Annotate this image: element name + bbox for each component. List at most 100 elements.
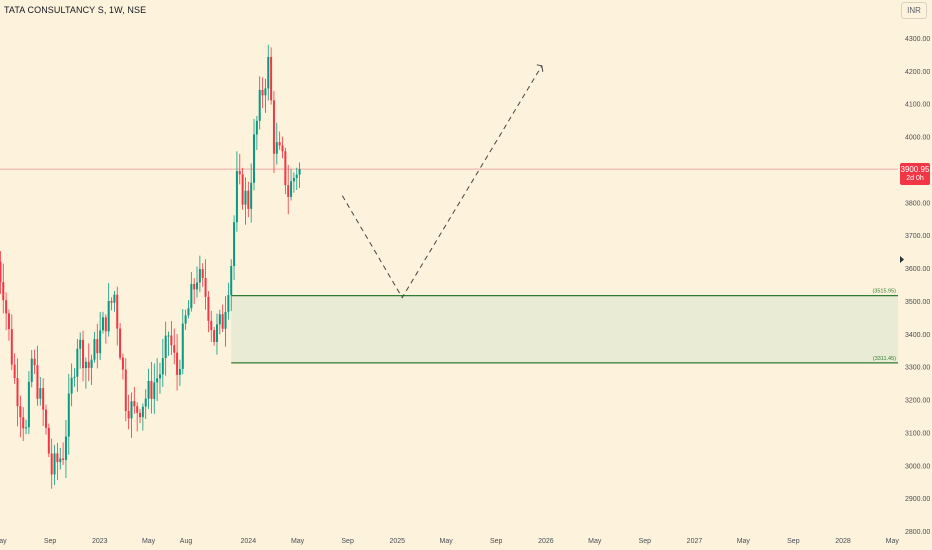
candle-body (136, 406, 139, 413)
candle-body (278, 142, 281, 146)
candle-body (258, 89, 261, 121)
candle-body (153, 382, 156, 399)
candle-body (70, 377, 73, 394)
candle-body (84, 361, 87, 369)
price-tick-label: 3100.00 (905, 430, 930, 437)
candle-body (27, 381, 30, 428)
candle-body (2, 282, 5, 301)
candle-body (272, 100, 275, 154)
candle-body (0, 261, 2, 283)
time-tick-label: 2027 (687, 538, 703, 545)
candle-body (44, 409, 47, 428)
candle-body (147, 380, 150, 399)
candle-body (295, 174, 298, 178)
time-tick-label: 2023 (92, 538, 108, 545)
candle-body (270, 56, 273, 101)
scroll-to-realtime-icon (900, 256, 904, 263)
time-axis: May Sep 2023 May Aug 2024 May Sep 2025 May Sep 2026… (0, 538, 899, 545)
candle-body (76, 348, 79, 377)
candle-body (64, 436, 67, 460)
candle-body (30, 358, 33, 382)
candle-body (221, 314, 224, 329)
candle-body (238, 171, 241, 175)
candle-body (53, 453, 56, 475)
candle-body (90, 359, 93, 368)
price-tick-label: 2800.00 (905, 529, 930, 536)
candle-body (264, 88, 267, 96)
time-tick-label: May (291, 538, 305, 545)
candle-body (233, 222, 236, 267)
candle-body (230, 266, 233, 296)
time-tick-label: Sep (44, 538, 57, 545)
candle-body (87, 361, 90, 368)
price-tick-label: 3800.00 (905, 200, 930, 207)
price-tick-label: 3400.00 (905, 332, 930, 339)
price-tick-label: 3200.00 (905, 398, 930, 405)
time-tick-label: May (588, 538, 602, 545)
candle-body (281, 145, 284, 152)
candle-body (244, 190, 247, 205)
candle-body (116, 294, 119, 329)
candle-body (158, 374, 161, 379)
demand-zone-top-label: (3515.95) (872, 289, 896, 295)
projection-arrowhead (536, 64, 544, 72)
time-tick-label: May (737, 538, 751, 545)
candle-body (287, 185, 290, 197)
candle-body (201, 269, 204, 278)
price-tick-label: 4000.00 (905, 135, 930, 142)
candle-body (255, 120, 258, 135)
candle-body (253, 134, 256, 183)
candle-body (198, 269, 201, 283)
candle-body (292, 177, 295, 182)
candle-body (47, 427, 50, 454)
time-tick-label: May (886, 538, 900, 545)
candle-body (275, 142, 278, 154)
candle-body (62, 458, 65, 460)
candle-body (156, 378, 159, 383)
candle-body (93, 339, 96, 360)
candle-body (250, 182, 253, 209)
candle-body (227, 295, 230, 312)
candle-body (33, 358, 36, 366)
time-tick-label: 2026 (538, 538, 554, 545)
time-tick-label: Sep (787, 538, 800, 545)
symbol-title: TATA CONSULTANCY S, 1W, NSE (4, 5, 147, 15)
time-tick-label: Sep (490, 538, 503, 545)
candle-body (99, 330, 102, 354)
bar-countdown: 2d 0h (906, 175, 924, 182)
last-price-value: 3900.95 (900, 165, 930, 174)
candle-body (25, 427, 28, 429)
candle-body (130, 401, 133, 419)
candle-body (133, 401, 136, 407)
candle-body (42, 388, 45, 410)
candle-body (241, 174, 244, 205)
candle-body (82, 339, 85, 369)
candle-body (184, 315, 187, 324)
candle-body (5, 300, 8, 314)
price-tick-label: 3700.00 (905, 233, 930, 240)
candle-body (235, 171, 238, 223)
candle-body (247, 190, 250, 209)
candle-body (67, 393, 70, 437)
candle-body (50, 453, 53, 475)
candle-body (39, 388, 42, 399)
time-tick-label: May (0, 538, 7, 545)
price-tick-label: 2900.00 (905, 496, 930, 503)
price-axis: 2800.00 2900.00 3000.00 3100.00 3200.00 3300.… (905, 36, 930, 536)
currency-selector-button[interactable]: INR (901, 2, 927, 19)
candle-body (190, 283, 193, 309)
candle-body (284, 151, 287, 186)
candle-body (107, 300, 110, 332)
last-price-label: 3900.95 2d 0h (900, 163, 930, 185)
candle-body (113, 294, 116, 303)
candle-body (298, 169, 301, 175)
time-tick-label: Aug (180, 538, 193, 545)
candle-body (161, 358, 164, 375)
time-tick-label: Sep (639, 538, 652, 545)
candle-body (176, 352, 179, 375)
candle-body (119, 328, 122, 358)
candle-body (144, 398, 147, 407)
candle-body (210, 320, 213, 331)
